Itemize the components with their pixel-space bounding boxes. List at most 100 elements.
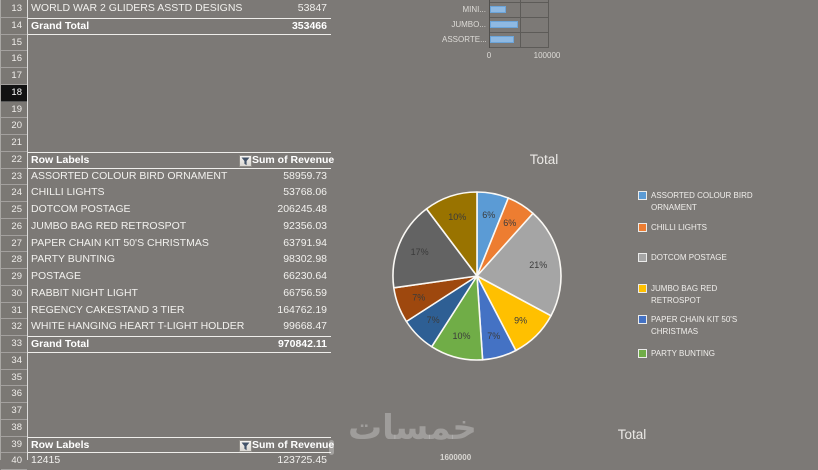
pie-percent-label: 17% [411, 247, 429, 257]
row-header-37[interactable]: 37 [1, 403, 27, 420]
legend-item[interactable]: PARTY BUNTING [638, 348, 715, 360]
pivot-row-value[interactable]: 98302.98 [283, 253, 327, 266]
pivot-row: WORLD WAR 2 GLIDERS ASSTD DESIGNS 53847 [28, 1, 331, 18]
pivot-row-value[interactable]: 92356.03 [283, 219, 327, 232]
p2-grand-total-row-value[interactable]: 970842.11 [277, 338, 327, 350]
pivot-row: PAPER CHAIN KIT 50'S CHRISTMAS 63791.94 [28, 236, 331, 253]
row-header-20[interactable]: 20 [1, 118, 27, 135]
pivot-row-value[interactable]: 164762.19 [277, 303, 327, 316]
p2-grand-total-row: Grand Total 970842.11 [28, 336, 331, 353]
pie-percent-label: 9% [514, 315, 527, 325]
pivot-row-label[interactable]: DOTCOM POSTAGE [31, 203, 131, 215]
p3-header-row-label[interactable]: Row Labels [31, 438, 90, 451]
pivot-row-value[interactable]: 99668.47 [283, 320, 327, 333]
row-header-17[interactable]: 17 [1, 68, 27, 85]
pivot-row-value[interactable]: 66756.59 [283, 286, 327, 299]
row-header-27[interactable]: 27 [1, 236, 27, 253]
gridline [490, 47, 548, 48]
funnel-filter-icon [241, 157, 250, 165]
pie-percent-label: 6% [503, 218, 516, 228]
pivot-row-label[interactable]: 12415 [31, 454, 61, 467]
pivot-row-label[interactable]: PAPER CHAIN KIT 50'S CHRISTMAS [31, 236, 209, 249]
p2-grand-total-row-label[interactable]: Grand Total [31, 338, 90, 350]
bar-ASSORTE...[interactable] [490, 36, 515, 43]
pivot-row-label[interactable]: PARTY BUNTING [31, 253, 116, 266]
row-header-40[interactable]: 40 [1, 453, 27, 470]
pivot-row-value[interactable]: 63791.94 [283, 236, 327, 249]
filter-button[interactable] [239, 154, 252, 167]
row-header-31[interactable]: 31 [1, 303, 27, 320]
row-header-39[interactable]: 39 [1, 437, 27, 454]
row-header-21[interactable]: 21 [1, 135, 27, 152]
pivot-row-value[interactable]: 58959.73 [283, 169, 327, 182]
pivot-row-value[interactable]: 123725.45 [277, 454, 327, 467]
pivot-row: CHILLI LIGHTS 53768.06 [28, 185, 331, 202]
row-header-30[interactable]: 30 [1, 286, 27, 303]
pie-chart-title: Total [529, 152, 559, 167]
pie-slice-10%[interactable] [425, 191, 478, 277]
row-header-24[interactable]: 24 [1, 185, 27, 202]
pivot-row: REGENCY CAKESTAND 3 TIER 164762.19 [28, 303, 331, 320]
legend-item[interactable]: PAPER CHAIN KIT 50'S CHRISTMAS [638, 314, 769, 337]
pivot-row-value[interactable]: 206245.48 [277, 203, 327, 215]
row-header-35[interactable]: 35 [1, 370, 27, 387]
row-header-32[interactable]: 32 [1, 319, 27, 336]
legend-item[interactable]: DOTCOM POSTAGE [638, 252, 727, 264]
row-header-14[interactable]: 14 [1, 18, 27, 35]
pivot-row-label[interactable]: REGENCY CAKESTAND 3 TIER [31, 303, 185, 316]
row-header-28[interactable]: 28 [1, 252, 27, 269]
legend-label: PAPER CHAIN KIT 50'S CHRISTMAS [651, 315, 738, 336]
row-header-23[interactable]: 23 [1, 169, 27, 186]
pivot-row-label[interactable]: ASSORTED COLOUR BIRD ORNAMENT [31, 169, 228, 182]
row-header-19[interactable]: 19 [1, 102, 27, 119]
legend-swatch-icon [638, 223, 647, 232]
pie-slice-21%[interactable] [476, 212, 562, 317]
gridline [490, 32, 548, 33]
pie-percent-label: 7% [427, 315, 440, 325]
pivot-row-value[interactable]: 53768.06 [283, 186, 327, 199]
legend-item[interactable]: ASSORTED COLOUR BIRD ORNAMENT [638, 190, 769, 213]
row-header-16[interactable]: 16 [1, 51, 27, 68]
pivot-row-label[interactable]: JUMBO BAG RED RETROSPOT [31, 219, 187, 232]
row-header-25[interactable]: 25 [1, 202, 27, 219]
legend-label: DOTCOM POSTAGE [651, 253, 727, 262]
row-header-33[interactable]: 33 [1, 336, 27, 353]
pivot-row-value[interactable]: 53847 [297, 2, 327, 14]
row-header-18[interactable]: 18 [1, 84, 27, 102]
p3-header-row-value[interactable]: Sum of Revenue [252, 438, 335, 451]
bar-JUMBO...[interactable] [490, 21, 518, 28]
pie-percent-label: 10% [452, 331, 470, 341]
row-header-13[interactable]: 13 [1, 1, 27, 18]
pivot-row-label[interactable]: POSTAGE [31, 270, 81, 282]
legend-item[interactable]: JUMBO BAG RED RETROSPOT [638, 283, 769, 306]
row-header-26[interactable]: 26 [1, 219, 27, 236]
pie-slice-17%[interactable] [392, 208, 478, 289]
p2-header-row-label[interactable]: Row Labels [31, 153, 90, 166]
row-header-15[interactable]: 15 [1, 35, 27, 52]
bar-category-label: MINI... [462, 5, 486, 14]
row-header-34[interactable]: 34 [1, 353, 27, 370]
p2-header-row-value[interactable]: Sum of Revenue [252, 153, 335, 166]
quantity-bar-chart[interactable]: MINI... JUMBO... ASSORTE... 0 100000 [442, 0, 572, 64]
legend-item[interactable]: CHILLI LIGHTS [638, 222, 708, 234]
row-header-38[interactable]: 38 [1, 420, 27, 437]
row-header-22[interactable]: 22 [1, 152, 27, 169]
pivot-row: PARTY BUNTING 98302.98 [28, 252, 331, 269]
pivot-row-value[interactable]: 66230.64 [283, 270, 327, 282]
p1-grand-total-row-value[interactable]: 353466 [291, 19, 327, 32]
row-header-36[interactable]: 36 [1, 386, 27, 403]
pivot-row-label[interactable]: WHITE HANGING HEART T-LIGHT HOLDER [31, 320, 245, 333]
bottom-chart-title: Total [617, 427, 647, 442]
filter-button[interactable] [239, 439, 252, 452]
row-header-29[interactable]: 29 [1, 269, 27, 286]
bar-axis-tick-100000: 100000 [533, 51, 561, 60]
pivot-row: JUMBO BAG RED RETROSPOT 92356.03 [28, 219, 331, 236]
legend-label: CHILLI LIGHTS [651, 223, 708, 232]
pivot-row: DOTCOM POSTAGE 206245.48 [28, 202, 331, 219]
bar-MINI...[interactable] [490, 6, 506, 13]
pivot-row-label[interactable]: CHILLI LIGHTS [31, 186, 105, 199]
pivot-row-label[interactable]: RABBIT NIGHT LIGHT [31, 286, 138, 299]
revenue-pie-chart[interactable]: 6% 6% 21% 9% 7% 10% 7% 7% 17% 10% [389, 188, 565, 364]
pivot-row-label[interactable]: WORLD WAR 2 GLIDERS ASSTD DESIGNS [31, 2, 243, 14]
p1-grand-total-row-label[interactable]: Grand Total [31, 19, 90, 32]
